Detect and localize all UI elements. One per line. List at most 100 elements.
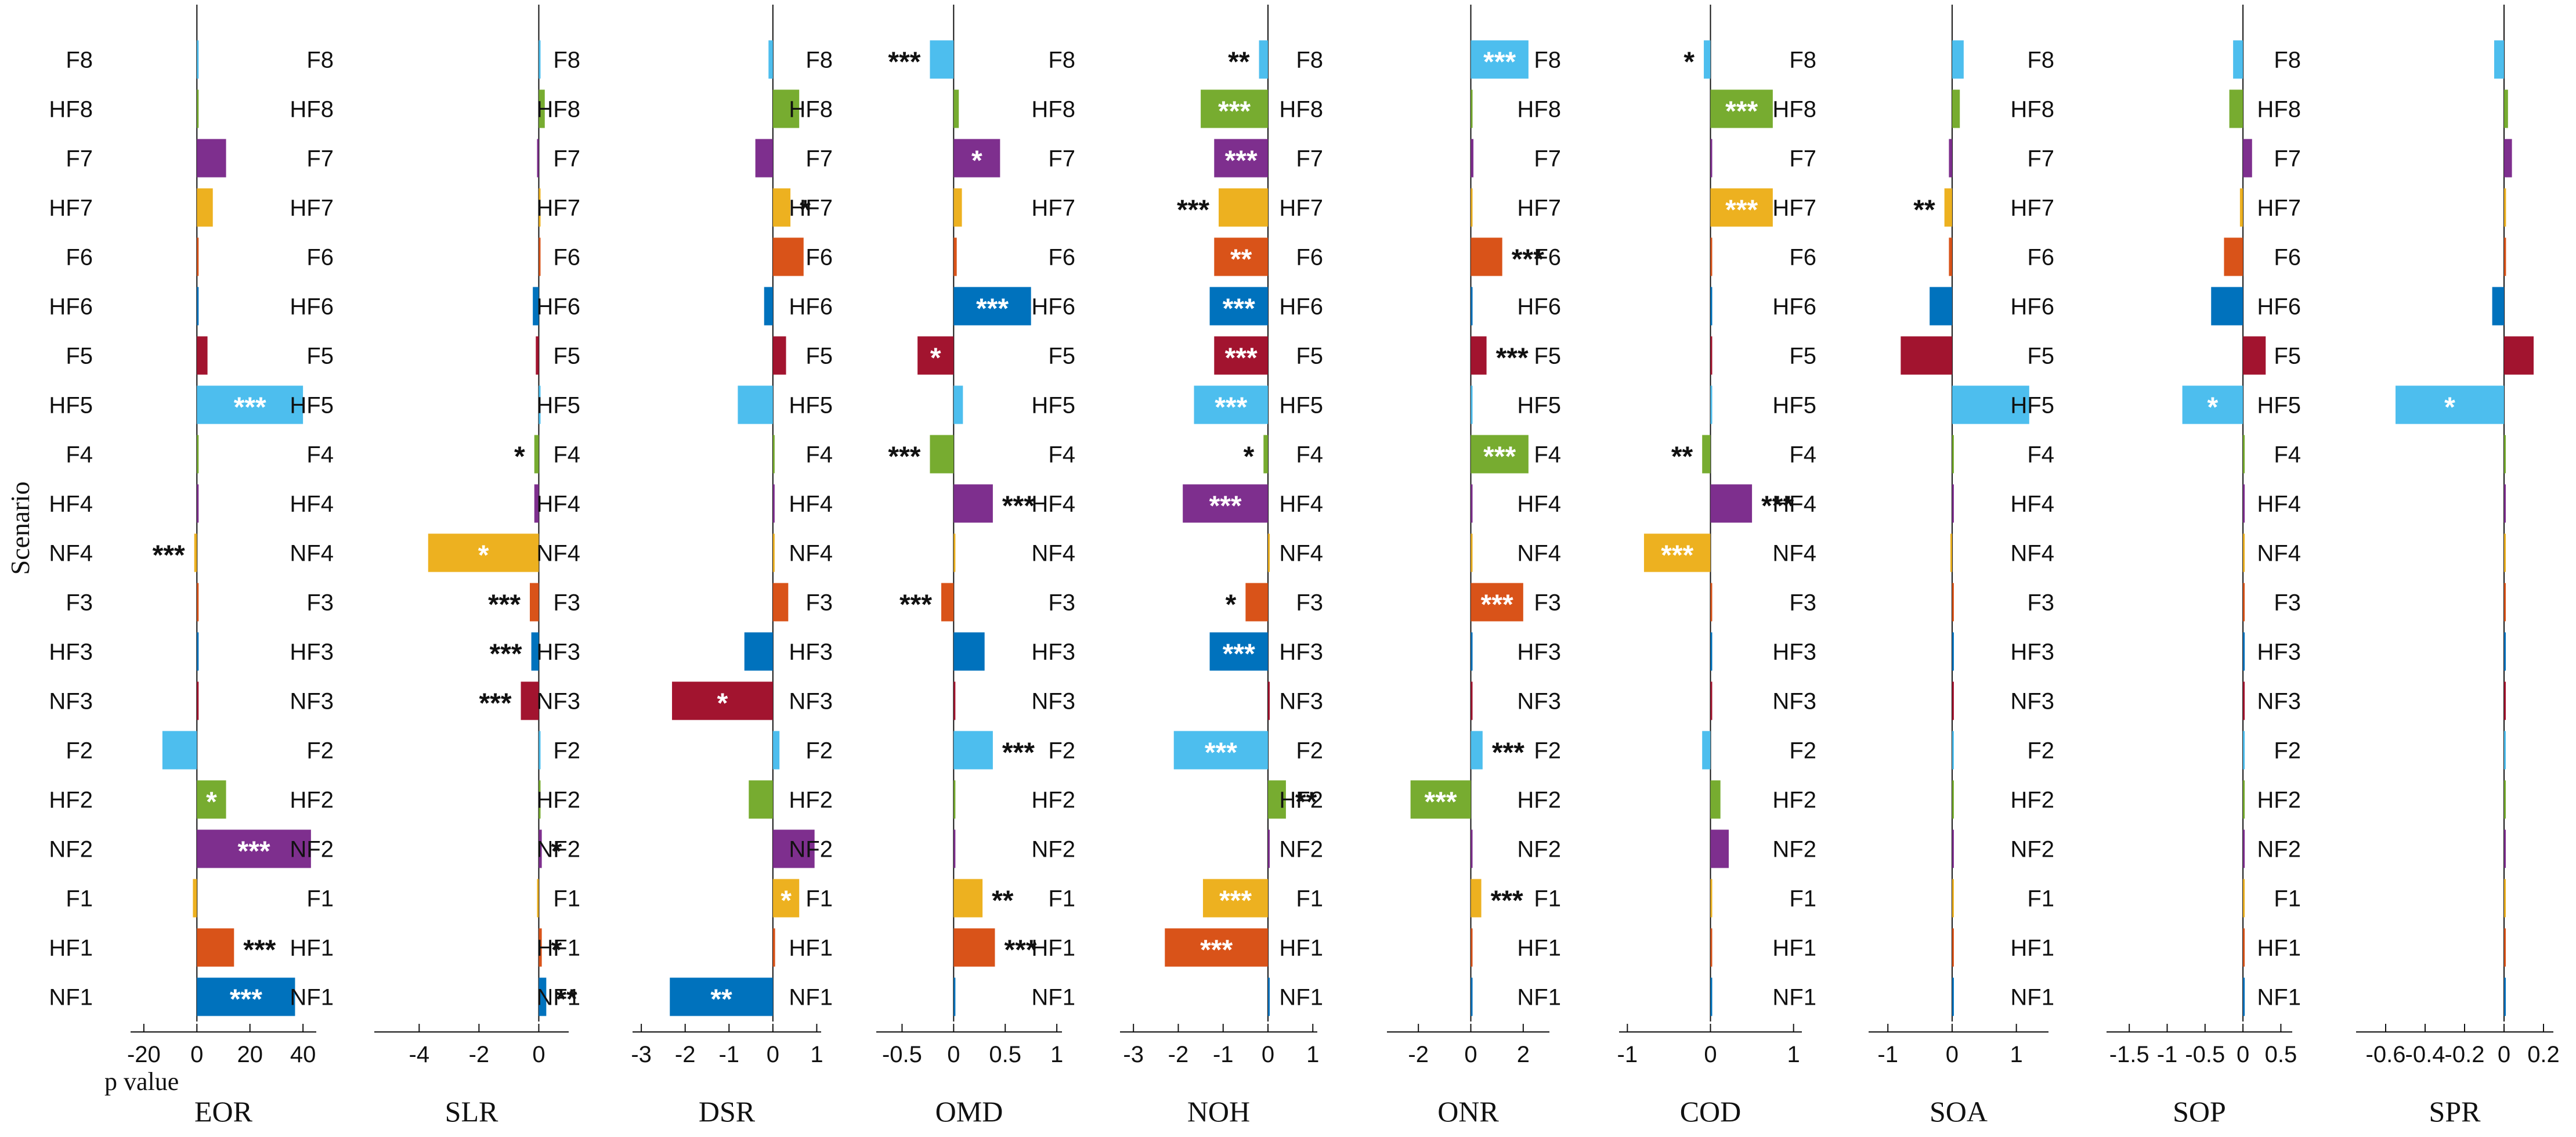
row-label: F3	[2274, 590, 2301, 616]
bar	[738, 385, 773, 424]
bar	[1245, 583, 1268, 622]
row-label: F3	[306, 590, 334, 616]
row-label: F1	[1296, 886, 1323, 912]
row-label: HF6	[2257, 294, 2301, 320]
row-label: F4	[66, 442, 93, 468]
x-tick-label: -1	[1617, 1042, 1638, 1067]
significance-stars: *	[1683, 47, 1695, 78]
significance-stars: ***	[1725, 195, 1758, 226]
x-tick-label: -4	[409, 1042, 430, 1067]
significance-stars: ***	[153, 540, 185, 571]
bar	[1471, 681, 1473, 720]
bar	[197, 484, 199, 523]
significance-stars: ***	[238, 836, 270, 867]
bar	[539, 928, 542, 967]
bar	[1263, 435, 1268, 474]
bar	[2243, 435, 2245, 474]
significance-stars: ***	[1004, 935, 1036, 966]
bar	[197, 780, 226, 819]
bar	[1710, 484, 1753, 523]
row-label: F7	[1534, 146, 1561, 172]
row-label: HF4	[290, 492, 334, 517]
row-label: F5	[66, 344, 93, 369]
row-label: F2	[2274, 738, 2301, 764]
row-label: HF4	[1517, 492, 1561, 517]
significance-stars: **	[1228, 47, 1250, 78]
bar	[1704, 40, 1711, 79]
bar	[1710, 336, 1712, 375]
row-label: F1	[306, 886, 334, 912]
significance-stars: *	[717, 688, 728, 719]
row-label: F8	[306, 48, 334, 73]
row-label: NF3	[290, 689, 334, 714]
bar	[539, 385, 541, 424]
bar	[749, 780, 773, 819]
row-label: HF1	[2010, 936, 2054, 961]
y-axis-label: Scenario	[5, 482, 35, 575]
bar	[1710, 681, 1712, 720]
bar	[2504, 977, 2506, 1016]
panel-label: SOP	[2173, 1095, 2226, 1128]
row-label: F2	[1048, 738, 1075, 764]
row-label: NF1	[1279, 985, 1323, 1010]
row-label: HF3	[49, 640, 93, 665]
bar	[772, 928, 775, 967]
row-label: HF8	[1772, 97, 1816, 122]
bar	[539, 731, 541, 770]
row-label: NF1	[789, 985, 833, 1010]
row-label: F2	[66, 738, 93, 764]
row-label: F7	[1048, 146, 1075, 172]
row-label: F5	[553, 344, 580, 369]
significance-stars: ***	[1492, 738, 1524, 768]
row-label: NF2	[1279, 837, 1323, 862]
significance-stars: ***	[1483, 442, 1516, 472]
significance-stars: *	[930, 343, 941, 374]
bar	[1471, 829, 1473, 868]
row-label: HF5	[789, 393, 833, 418]
row-label: HF4	[49, 492, 93, 517]
row-label: F2	[2027, 738, 2054, 764]
x-tick-label: -20	[127, 1042, 161, 1067]
row-label: F2	[306, 738, 334, 764]
bar	[1952, 780, 1954, 819]
bar	[1471, 287, 1473, 326]
bar	[768, 40, 773, 79]
row-label: NF4	[1279, 541, 1323, 566]
bar	[1471, 879, 1482, 918]
bar	[521, 681, 539, 720]
row-label: HF7	[1031, 196, 1075, 221]
row-label: F5	[1789, 344, 1816, 369]
bar	[953, 287, 1031, 326]
bar	[2504, 89, 2508, 128]
row-label: HF3	[1279, 640, 1323, 665]
bar	[2243, 336, 2266, 375]
panel-label: OMD	[935, 1095, 1003, 1128]
row-label: F8	[553, 48, 580, 73]
bar	[953, 139, 1000, 178]
x-tick-label: -1	[1213, 1042, 1234, 1067]
bar	[197, 829, 311, 868]
bar	[197, 435, 199, 474]
bar	[1710, 237, 1712, 276]
panel-label: COD	[1680, 1095, 1742, 1128]
bar	[1952, 879, 1954, 918]
row-label: HF7	[789, 196, 833, 221]
row-label: F2	[553, 738, 580, 764]
x-tick-label: 1	[2010, 1042, 2023, 1067]
row-label: F3	[66, 590, 93, 616]
row-label: F7	[2027, 146, 2054, 172]
row-label: NF2	[1031, 837, 1075, 862]
row-label: F4	[553, 442, 580, 468]
significance-stars: ***	[1496, 343, 1529, 374]
row-label: HF8	[290, 97, 334, 122]
bar	[197, 89, 199, 128]
bar	[772, 829, 815, 868]
bar	[930, 435, 954, 474]
row-label: NF2	[2010, 837, 2054, 862]
x-tick-label: -2	[1168, 1042, 1189, 1067]
bar	[1710, 780, 1721, 819]
significance-stars: ***	[1225, 146, 1258, 176]
bar	[1471, 977, 1473, 1016]
bar	[917, 336, 954, 375]
